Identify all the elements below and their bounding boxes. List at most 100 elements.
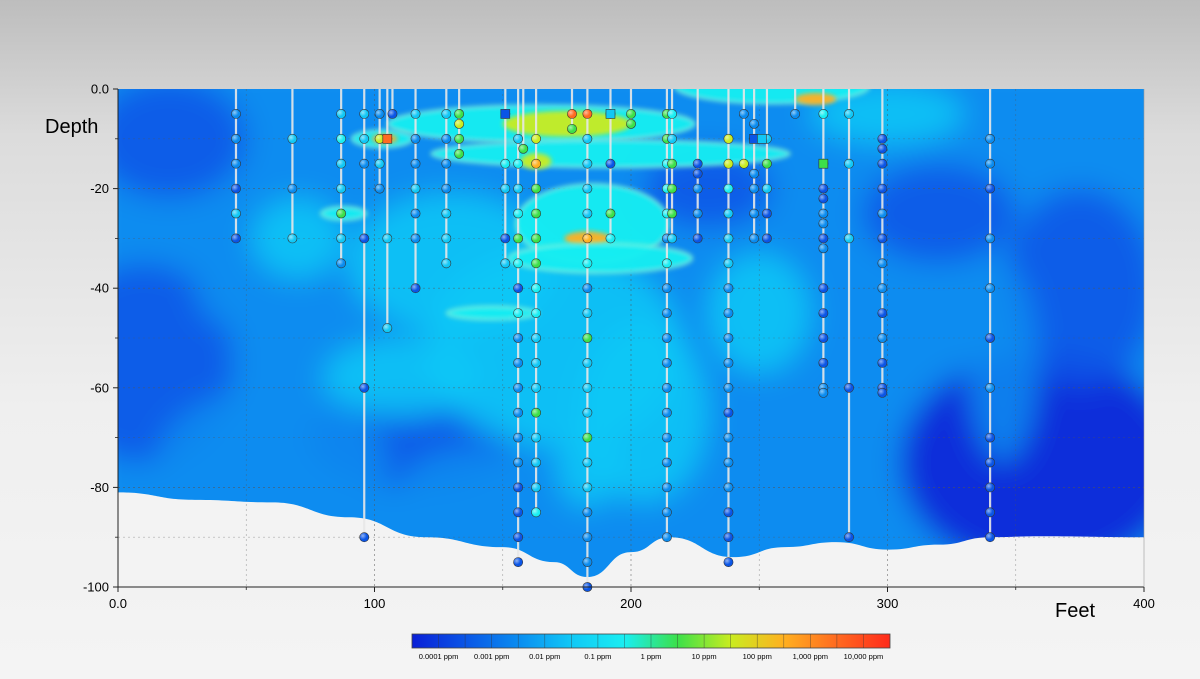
sample-point-highlight: [531, 283, 541, 293]
sample-point-highlight: [513, 308, 523, 318]
sample-point-highlight: [667, 159, 677, 169]
sample-point-highlight: [231, 159, 241, 169]
colorbar-label: 1 ppm: [641, 652, 662, 661]
sample-point-highlight: [723, 457, 734, 468]
sample-point-highlight: [693, 208, 703, 219]
sample-point-highlight: [287, 134, 298, 144]
sample-point-highlight: [531, 383, 541, 393]
sample-point-highlight: [531, 134, 541, 144]
sample-point-highlight: [336, 258, 346, 268]
sample-point-highlight: [693, 169, 703, 179]
x-tick-label: 400: [1133, 596, 1155, 611]
sample-point-highlight: [336, 208, 346, 219]
sample-square: [818, 158, 829, 169]
sample-point-highlight: [723, 383, 734, 393]
sample-point-highlight: [410, 159, 421, 169]
ground-surface: [118, 492, 1144, 587]
colorbar-label: 0.1 ppm: [584, 652, 611, 661]
sample-point-highlight: [441, 233, 451, 243]
sample-point-highlight: [723, 532, 734, 542]
sample-point-highlight: [667, 109, 677, 119]
sample-point-highlight: [762, 208, 772, 219]
plume: [502, 110, 631, 137]
x-tick-label: 200: [620, 596, 642, 611]
plume: [795, 92, 837, 105]
sample-point-highlight: [582, 208, 592, 219]
sample-point-highlight: [454, 109, 464, 119]
sample-point-highlight: [739, 109, 749, 119]
sample-point-highlight: [985, 134, 995, 144]
sample-point-highlight: [877, 388, 887, 398]
sample-point-highlight: [582, 482, 592, 492]
sample-point-highlight: [877, 358, 887, 368]
sample-point-highlight: [231, 109, 241, 119]
sample-point-highlight: [441, 208, 451, 219]
y-tick-label: -20: [90, 181, 109, 196]
sample-point-highlight: [723, 283, 734, 293]
y-tick-label: -60: [90, 380, 109, 395]
sample-point-highlight: [513, 457, 523, 468]
sample-point-highlight: [336, 159, 346, 169]
sample-point-highlight: [513, 507, 523, 517]
sample-square: [605, 109, 616, 119]
sample-point-highlight: [410, 283, 421, 293]
sample-point-highlight: [605, 233, 616, 243]
sample-point-highlight: [985, 333, 995, 343]
sample-point-highlight: [359, 383, 369, 393]
sample-point-highlight: [500, 159, 510, 169]
sample-point-highlight: [667, 184, 677, 194]
sample-point-highlight: [336, 134, 346, 144]
sample-point-highlight: [877, 134, 887, 144]
field-region: [323, 338, 478, 418]
sample-point-highlight: [626, 109, 636, 119]
sample-point-highlight: [844, 109, 854, 119]
sample-point-highlight: [723, 233, 734, 243]
sample-point-highlight: [985, 383, 995, 393]
sample-point-highlight: [818, 388, 828, 398]
sample-point-highlight: [749, 184, 759, 194]
sample-point-highlight: [662, 358, 672, 368]
sample-point-highlight: [749, 233, 759, 243]
sample-point-highlight: [513, 233, 523, 243]
sample-point-highlight: [662, 532, 672, 542]
sample-point-highlight: [582, 383, 592, 393]
sample-point-highlight: [582, 109, 592, 119]
sample-point-highlight: [531, 457, 541, 468]
sample-point-highlight: [531, 433, 541, 443]
sample-point-highlight: [518, 144, 528, 154]
sample-point-highlight: [231, 184, 241, 194]
sample-point-highlight: [844, 233, 854, 243]
colorbar-label: 10,000 ppm: [844, 652, 884, 661]
field-shading: [118, 89, 1144, 587]
field-region: [348, 193, 555, 334]
sample-point-highlight: [410, 134, 421, 144]
sample-point-highlight: [605, 208, 616, 219]
sample-point-highlight: [531, 482, 541, 492]
sample-point-highlight: [662, 507, 672, 517]
sample-point-highlight: [359, 109, 369, 119]
sample-point-highlight: [513, 283, 523, 293]
sample-point-highlight: [693, 184, 703, 194]
sample-point-highlight: [582, 184, 592, 194]
sample-point-highlight: [985, 159, 995, 169]
y-axis-label: Depth: [45, 116, 98, 138]
sample-point-highlight: [985, 532, 995, 542]
field-region: [861, 163, 1016, 264]
sample-point-highlight: [382, 233, 392, 243]
x-tick-label: 0.0: [109, 596, 127, 611]
sample-point-highlight: [818, 193, 828, 204]
sample-square: [500, 109, 511, 119]
sample-point-highlight: [818, 358, 828, 368]
sample-point-highlight: [231, 134, 241, 144]
sample-point-highlight: [387, 109, 398, 119]
sample-point-highlight: [626, 119, 636, 129]
sample-point-highlight: [287, 233, 298, 243]
sample-point-highlight: [985, 184, 995, 194]
sample-point-highlight: [441, 109, 451, 119]
sample-point-highlight: [410, 233, 421, 243]
sample-point-highlight: [723, 159, 734, 169]
sample-point-highlight: [359, 159, 369, 169]
sample-point-highlight: [513, 532, 523, 542]
sample-point-highlight: [531, 208, 541, 219]
